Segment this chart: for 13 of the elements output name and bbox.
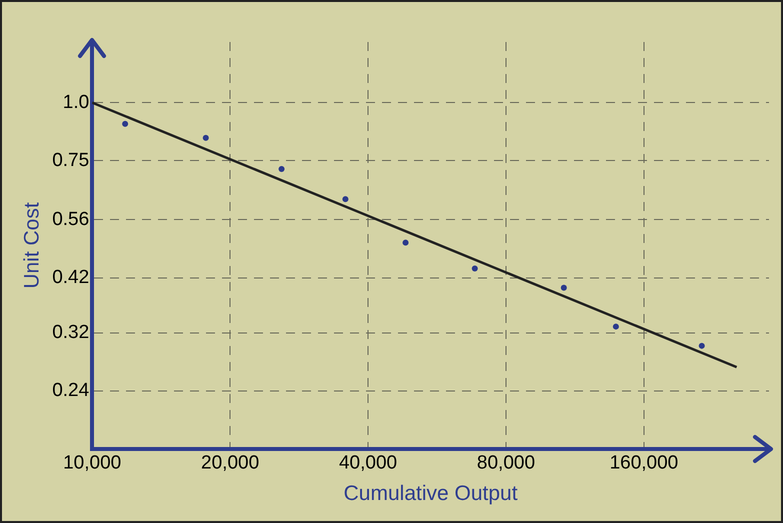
y-tick-label: 0.32 [52,322,90,344]
x-axis-title: Cumulative Output [344,482,518,506]
x-tick-label: 20,000 [201,452,260,474]
y-tick-label: 1.0 [62,92,90,113]
y-axis-title: Unit Cost [20,202,44,289]
y-tick-label: 0.24 [52,380,90,402]
x-tick-label: 160,000 [610,452,678,474]
y-tick-label: 0.75 [52,150,90,171]
y-tick-label: 0.56 [52,208,90,230]
x-tick-label: 80,000 [476,452,536,474]
x-tick-label: 10,000 [63,452,122,474]
y-tick-label: 0.42 [52,267,90,288]
x-tick-label: 40,000 [338,452,398,474]
